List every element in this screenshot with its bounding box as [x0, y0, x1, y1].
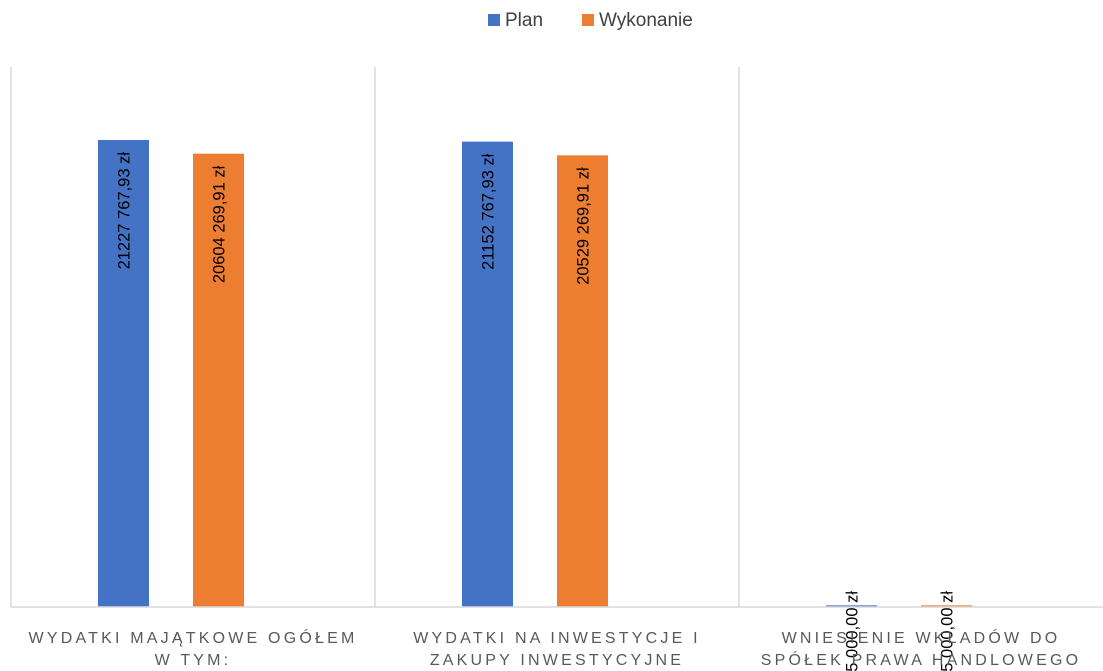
bar-wykonanie — [921, 605, 972, 607]
category-label: W TYM: — [155, 652, 232, 669]
data-label-wykonanie: 20529 269,91 zł — [575, 167, 593, 285]
category-label: WNIESIENIE WKŁADÓW DO — [782, 628, 1061, 647]
legend-swatch-wykonanie — [582, 14, 594, 26]
bar-plan — [826, 605, 877, 607]
data-label-plan: 75 000,00 zł — [844, 591, 862, 671]
legend-label-wykonanie: Wykonanie — [599, 10, 693, 31]
category-label: SPÓŁEK PRAWA HANDLOWEGO — [761, 650, 1081, 669]
bar-wykonanie — [557, 155, 608, 607]
data-label-plan: 21227 767,93 zł — [116, 152, 134, 270]
data-label-wykonanie: 75 000,00 zł — [939, 591, 957, 671]
legend-label-plan: Plan — [505, 10, 543, 31]
data-label-plan: 21152 767,93 zł — [480, 153, 498, 270]
chart-legend: Plan Wykonanie — [488, 10, 693, 31]
bar-plan — [98, 139, 149, 607]
legend-swatch-plan — [488, 14, 500, 26]
category-label: ZAKUPY INWESTYCYJNE — [430, 652, 684, 669]
category-label: WYDATKI NA INWESTYCJE I — [413, 630, 701, 647]
bar-group — [98, 139, 972, 607]
category-labels: WYDATKI MAJĄTKOWE OGÓŁEM W TYM: WYDATKI NA… — [29, 628, 1081, 669]
data-labels: 21227 767,93 zł 21152 767,93 zł 75 000,00 … — [116, 152, 957, 671]
bar-plan — [462, 141, 513, 607]
data-label-wykonanie: 20604 269,91 zł — [211, 165, 229, 283]
bar-wykonanie — [193, 153, 244, 607]
category-separators — [10, 67, 740, 607]
category-label: WYDATKI MAJĄTKOWE OGÓŁEM — [29, 628, 358, 647]
